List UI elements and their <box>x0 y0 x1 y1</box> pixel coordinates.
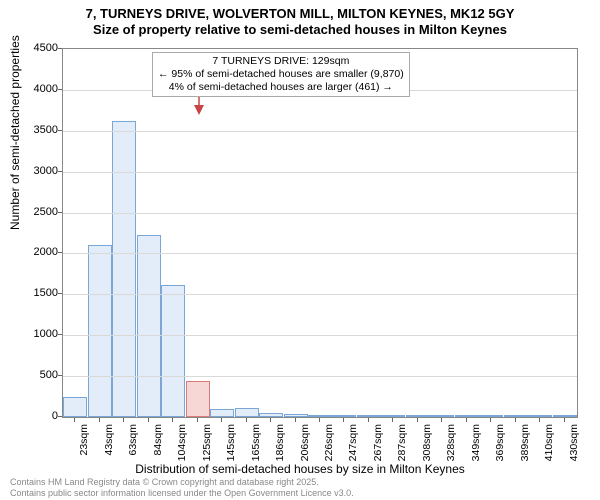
xtick-mark <box>417 418 418 422</box>
gridline <box>63 376 577 377</box>
title-line1: 7, TURNEYS DRIVE, WOLVERTON MILL, MILTON… <box>0 6 600 22</box>
bar <box>161 285 185 417</box>
bar <box>63 397 87 417</box>
gridline <box>63 131 577 132</box>
bar <box>528 415 552 417</box>
gridline <box>63 172 577 173</box>
xtick-mark <box>148 418 149 422</box>
ytick-mark <box>58 171 62 172</box>
ytick-mark <box>58 212 62 213</box>
xtick-mark <box>539 418 540 422</box>
gridline <box>63 213 577 214</box>
bar <box>210 409 234 417</box>
footer-line2: Contains public sector information licen… <box>10 488 354 498</box>
ytick-mark <box>58 416 62 417</box>
chart-title-block: 7, TURNEYS DRIVE, WOLVERTON MILL, MILTON… <box>0 0 600 39</box>
xtick-mark <box>123 418 124 422</box>
bar <box>284 414 308 417</box>
bar <box>553 415 577 417</box>
annotation-line1: 7 TURNEYS DRIVE: 129sqm <box>158 55 404 68</box>
xtick-mark <box>343 418 344 422</box>
bar <box>479 415 503 417</box>
ytick-label: 500 <box>8 369 58 381</box>
bar <box>357 415 381 417</box>
bar <box>112 121 136 417</box>
bar <box>430 415 454 417</box>
ytick-mark <box>58 130 62 131</box>
xtick-mark <box>319 418 320 422</box>
gridline <box>63 294 577 295</box>
xtick-mark <box>74 418 75 422</box>
bar-container <box>63 49 577 417</box>
bar <box>381 415 405 417</box>
bar <box>235 408 259 417</box>
xtick-mark <box>295 418 296 422</box>
title-line2: Size of property relative to semi-detach… <box>0 22 600 38</box>
x-axis-label: Distribution of semi-detached houses by … <box>0 462 600 476</box>
xtick-mark <box>270 418 271 422</box>
bar <box>88 245 112 417</box>
xtick-mark <box>490 418 491 422</box>
bar <box>308 415 332 417</box>
bar <box>504 415 528 417</box>
xtick-mark <box>221 418 222 422</box>
xtick-mark <box>197 418 198 422</box>
gridline <box>63 335 577 336</box>
xtick-mark <box>172 418 173 422</box>
ytick-mark <box>58 252 62 253</box>
xtick-mark <box>515 418 516 422</box>
annotation-box: 7 TURNEYS DRIVE: 129sqm ← 95% of semi-de… <box>152 52 410 97</box>
ytick-label: 1000 <box>8 328 58 340</box>
annotation-line3: 4% of semi-detached houses are larger (4… <box>158 81 404 94</box>
xtick-mark <box>368 418 369 422</box>
ytick-mark <box>58 375 62 376</box>
xtick-mark <box>564 418 565 422</box>
footer-attribution: Contains HM Land Registry data © Crown c… <box>10 477 354 498</box>
xtick-mark <box>441 418 442 422</box>
annotation-line2: ← 95% of semi-detached houses are smalle… <box>158 68 404 81</box>
ytick-mark <box>58 334 62 335</box>
ytick-mark <box>58 89 62 90</box>
bar <box>455 415 479 417</box>
footer-line1: Contains HM Land Registry data © Crown c… <box>10 477 354 487</box>
ytick-label: 2000 <box>8 246 58 258</box>
ytick-label: 1500 <box>8 287 58 299</box>
ytick-mark <box>58 48 62 49</box>
xtick-mark <box>246 418 247 422</box>
bar <box>406 415 430 417</box>
gridline <box>63 253 577 254</box>
ytick-label: 0 <box>8 410 58 422</box>
xtick-mark <box>392 418 393 422</box>
ytick-mark <box>58 293 62 294</box>
xtick-mark <box>466 418 467 422</box>
bar-highlight <box>186 381 210 417</box>
chart-plot-area <box>62 48 578 418</box>
bar <box>332 415 356 417</box>
xtick-mark <box>99 418 100 422</box>
bar <box>259 413 283 417</box>
y-axis-label: Number of semi-detached properties <box>8 35 22 230</box>
bar <box>137 235 161 417</box>
